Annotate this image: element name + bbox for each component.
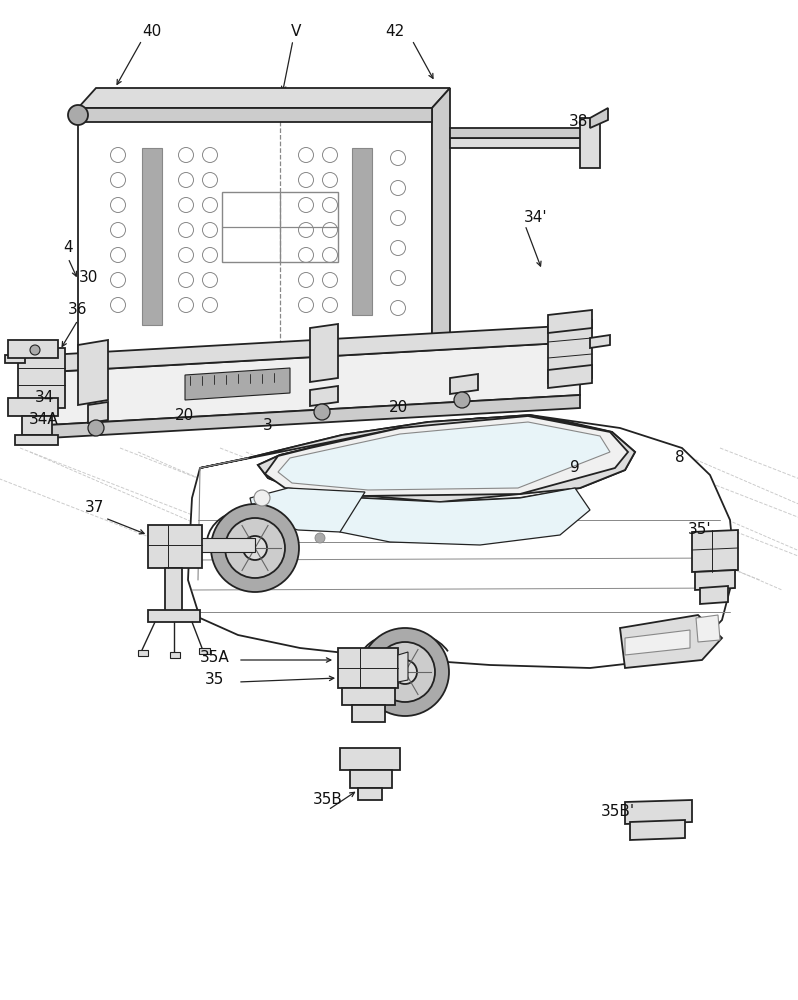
Polygon shape <box>15 435 58 445</box>
Polygon shape <box>310 324 338 382</box>
Circle shape <box>314 404 330 420</box>
Text: 30: 30 <box>78 270 97 286</box>
Text: 20: 20 <box>389 400 408 416</box>
Polygon shape <box>18 348 65 408</box>
Polygon shape <box>548 365 592 388</box>
Text: 20: 20 <box>176 408 195 422</box>
Text: 35A: 35A <box>200 650 230 666</box>
Polygon shape <box>48 342 580 425</box>
Polygon shape <box>620 615 722 668</box>
Polygon shape <box>310 386 338 406</box>
Text: 4: 4 <box>63 240 73 255</box>
Circle shape <box>254 490 270 506</box>
Polygon shape <box>700 586 728 604</box>
Text: 34A: 34A <box>29 412 59 428</box>
Circle shape <box>375 642 435 702</box>
Polygon shape <box>78 88 450 108</box>
Polygon shape <box>580 118 600 168</box>
Polygon shape <box>450 128 590 138</box>
Polygon shape <box>278 422 610 490</box>
Polygon shape <box>185 368 290 400</box>
Text: 3: 3 <box>263 418 273 432</box>
Polygon shape <box>450 138 590 148</box>
Polygon shape <box>696 615 720 642</box>
Text: 42: 42 <box>385 24 405 39</box>
Polygon shape <box>352 148 372 315</box>
Polygon shape <box>630 820 685 840</box>
Circle shape <box>243 536 267 560</box>
Polygon shape <box>258 418 635 502</box>
Polygon shape <box>352 705 385 722</box>
Polygon shape <box>200 538 255 552</box>
Circle shape <box>68 105 88 125</box>
Polygon shape <box>330 488 590 545</box>
Polygon shape <box>22 416 52 435</box>
Polygon shape <box>78 108 432 122</box>
Text: 35: 35 <box>205 672 225 688</box>
Polygon shape <box>48 325 580 372</box>
Polygon shape <box>350 770 392 788</box>
Polygon shape <box>5 355 25 363</box>
Text: 35B: 35B <box>313 792 343 808</box>
Polygon shape <box>548 320 592 383</box>
Circle shape <box>30 345 40 355</box>
Polygon shape <box>548 310 592 333</box>
Text: 37: 37 <box>85 500 105 516</box>
Text: 34': 34' <box>524 211 547 226</box>
Polygon shape <box>188 415 735 668</box>
Polygon shape <box>78 340 108 405</box>
Text: V: V <box>290 24 301 39</box>
Polygon shape <box>48 395 580 438</box>
Polygon shape <box>148 610 200 622</box>
Circle shape <box>315 533 325 543</box>
Polygon shape <box>590 108 608 128</box>
Circle shape <box>393 660 417 684</box>
Polygon shape <box>165 568 182 615</box>
Polygon shape <box>265 416 628 496</box>
Polygon shape <box>342 688 395 705</box>
Text: 34: 34 <box>34 390 53 406</box>
Circle shape <box>225 518 285 578</box>
Text: 9: 9 <box>570 460 580 476</box>
Text: 8: 8 <box>675 450 685 466</box>
Polygon shape <box>170 652 180 658</box>
Polygon shape <box>200 415 635 502</box>
Text: 35B': 35B' <box>601 804 635 820</box>
Text: 36: 36 <box>69 302 88 318</box>
Polygon shape <box>250 488 365 532</box>
Polygon shape <box>692 530 738 572</box>
Circle shape <box>88 420 104 436</box>
Polygon shape <box>148 525 202 568</box>
Polygon shape <box>88 402 108 423</box>
Polygon shape <box>358 788 382 800</box>
Polygon shape <box>398 652 408 682</box>
Polygon shape <box>8 398 58 416</box>
Polygon shape <box>625 630 690 655</box>
Polygon shape <box>625 800 692 824</box>
Polygon shape <box>142 148 162 325</box>
Polygon shape <box>78 108 432 355</box>
Polygon shape <box>450 374 478 394</box>
Polygon shape <box>8 340 58 358</box>
Circle shape <box>454 392 470 408</box>
Circle shape <box>211 504 299 592</box>
Polygon shape <box>432 88 450 355</box>
Circle shape <box>361 628 449 716</box>
Polygon shape <box>590 335 610 348</box>
Polygon shape <box>138 650 148 656</box>
Polygon shape <box>695 570 735 590</box>
Text: 38: 38 <box>568 114 587 129</box>
Polygon shape <box>338 648 398 688</box>
Text: 35': 35' <box>688 522 712 538</box>
Polygon shape <box>340 748 400 770</box>
Polygon shape <box>199 648 210 654</box>
Text: 40: 40 <box>142 24 162 39</box>
